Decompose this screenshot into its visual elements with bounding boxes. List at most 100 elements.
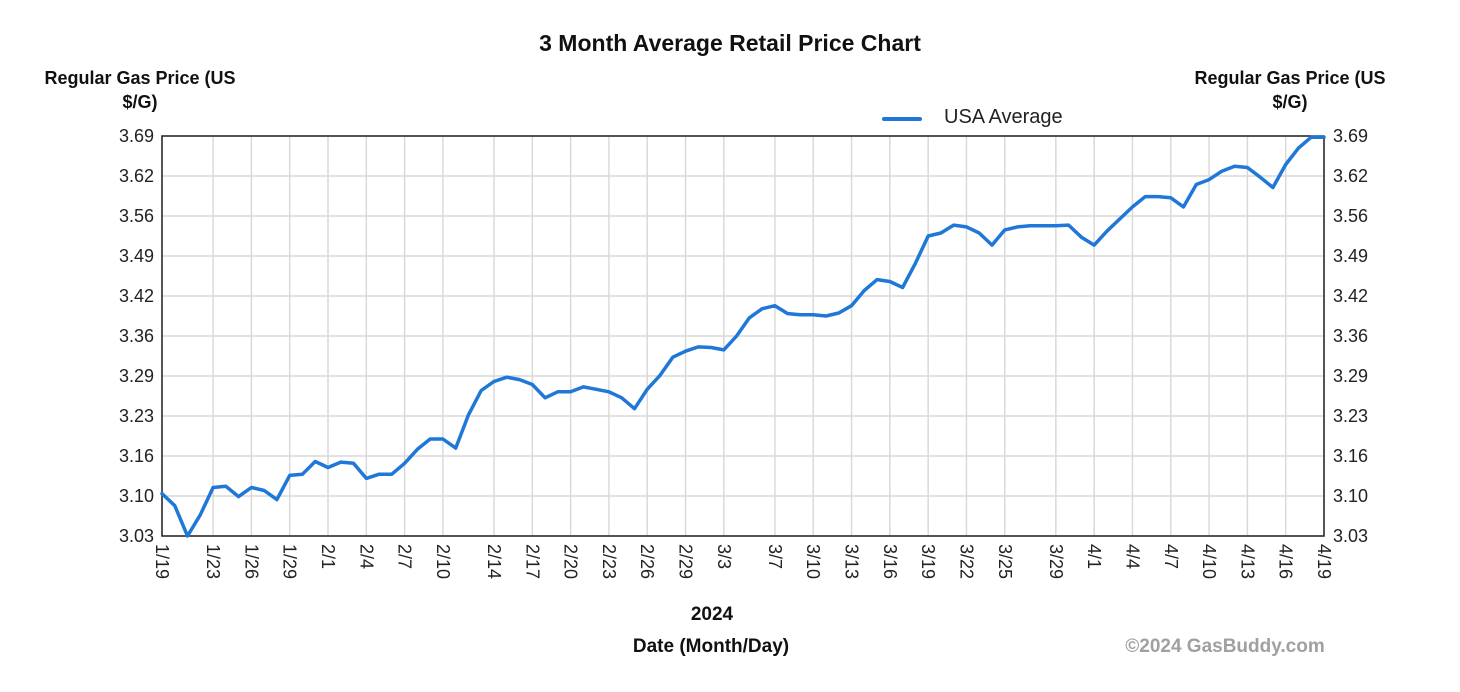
y-tick-label-right: 3.03 (1333, 526, 1368, 546)
data-point (479, 389, 483, 393)
data-point (607, 390, 611, 394)
data-point (696, 345, 700, 349)
data-point (454, 446, 458, 450)
data-point (977, 231, 981, 235)
y-tick-label-right: 3.16 (1333, 446, 1368, 466)
data-point (467, 413, 471, 417)
x-tick-label: 3/22 (956, 544, 976, 579)
data-point (875, 278, 879, 282)
data-point (1118, 217, 1122, 221)
legend-label: USA Average (944, 106, 1063, 128)
y-tick-label-left: 3.23 (119, 406, 154, 426)
data-point (913, 261, 917, 265)
y-tick-label-left: 3.62 (119, 166, 154, 186)
x-tick-label: 2/4 (356, 544, 376, 569)
y-tick-label-left: 3.10 (119, 486, 154, 506)
data-point (671, 355, 675, 359)
data-point (1092, 243, 1096, 247)
data-point (1067, 223, 1071, 227)
y-tick-label-left: 3.42 (119, 286, 154, 306)
data-point (1016, 225, 1020, 229)
data-point (326, 466, 330, 470)
data-point (1079, 235, 1083, 239)
data-point (824, 314, 828, 318)
data-point (1322, 135, 1326, 139)
x-tick-label: 1/26 (241, 544, 261, 579)
data-point (186, 534, 190, 538)
data-point (1169, 196, 1173, 200)
data-point (645, 387, 649, 391)
data-point (249, 486, 253, 490)
data-point (799, 313, 803, 317)
x-tick-label: 2/23 (599, 544, 619, 579)
y-tick-label-right: 3.29 (1333, 366, 1368, 386)
data-point (850, 304, 854, 308)
data-point (1143, 195, 1147, 199)
data-point (301, 472, 305, 476)
x-tick-label: 1/29 (280, 544, 300, 579)
y-axis-label-left: Regular Gas Price (US $/G) (44, 68, 236, 112)
series-line-usa-average (160, 135, 1326, 538)
x-axis-year-label: 2024 (690, 604, 734, 625)
data-point (862, 289, 866, 293)
data-point (658, 373, 662, 377)
x-tick-label: 1/23 (203, 544, 223, 579)
y-tick-label-right: 3.62 (1333, 166, 1368, 186)
data-point (1182, 205, 1186, 209)
y-tick-label-left: 3.03 (119, 526, 154, 546)
data-point (1258, 175, 1262, 179)
data-point (581, 385, 585, 389)
data-point (364, 476, 368, 480)
data-point (1220, 169, 1224, 173)
x-tick-label: 2/1 (318, 544, 338, 569)
data-point (160, 492, 164, 496)
data-point (352, 461, 356, 465)
data-point (786, 312, 790, 316)
y-tick-label-left: 3.16 (119, 446, 154, 466)
y-tick-label-left: 3.56 (119, 206, 154, 226)
x-tick-label: 4/16 (1276, 544, 1296, 579)
x-tick-label: 4/13 (1237, 544, 1257, 579)
data-point (173, 504, 177, 508)
data-point (1297, 146, 1301, 150)
y-tick-label-right: 3.36 (1333, 326, 1368, 346)
x-tick-label: 2/7 (395, 544, 415, 569)
x-tick-label: 4/19 (1314, 544, 1334, 579)
x-tick-label: 4/10 (1199, 544, 1219, 579)
data-point (428, 437, 432, 441)
data-point (262, 489, 266, 493)
data-point (684, 349, 688, 353)
x-tick-label: 3/29 (1046, 544, 1066, 579)
x-tick-label: 1/19 (152, 544, 172, 579)
y-axis-label-right: Regular Gas Price (US $/G) (1194, 68, 1386, 112)
copyright-text: ©2024 GasBuddy.com (1125, 636, 1325, 657)
data-point (594, 387, 598, 391)
x-tick-label: 3/3 (714, 544, 734, 569)
x-tick-label: 3/25 (995, 544, 1015, 579)
data-point (377, 472, 381, 476)
x-tick-label: 3/10 (803, 544, 823, 579)
data-point (415, 447, 419, 451)
x-tick-label: 3/7 (765, 544, 785, 569)
data-point (1284, 163, 1288, 167)
data-point (1233, 164, 1237, 168)
x-tick-label: 2/20 (561, 544, 581, 579)
data-point (556, 390, 560, 394)
y-tick-label-right: 3.69 (1333, 126, 1368, 146)
data-point (543, 396, 547, 400)
data-point (1105, 229, 1109, 233)
chart-title: 3 Month Average Retail Price Chart (539, 30, 921, 56)
data-point (313, 460, 317, 464)
y-tick-label-right: 3.42 (1333, 286, 1368, 306)
data-point (1207, 178, 1211, 182)
data-point (1245, 166, 1249, 170)
y-tick-label-right: 3.10 (1333, 486, 1368, 506)
x-tick-label: 4/1 (1084, 544, 1104, 569)
y-tick-label-left: 3.49 (119, 246, 154, 266)
data-point (760, 307, 764, 311)
x-tick-label: 4/7 (1161, 544, 1181, 569)
data-point (390, 472, 394, 476)
x-tick-label: 3/13 (842, 544, 862, 579)
data-point (633, 407, 637, 411)
